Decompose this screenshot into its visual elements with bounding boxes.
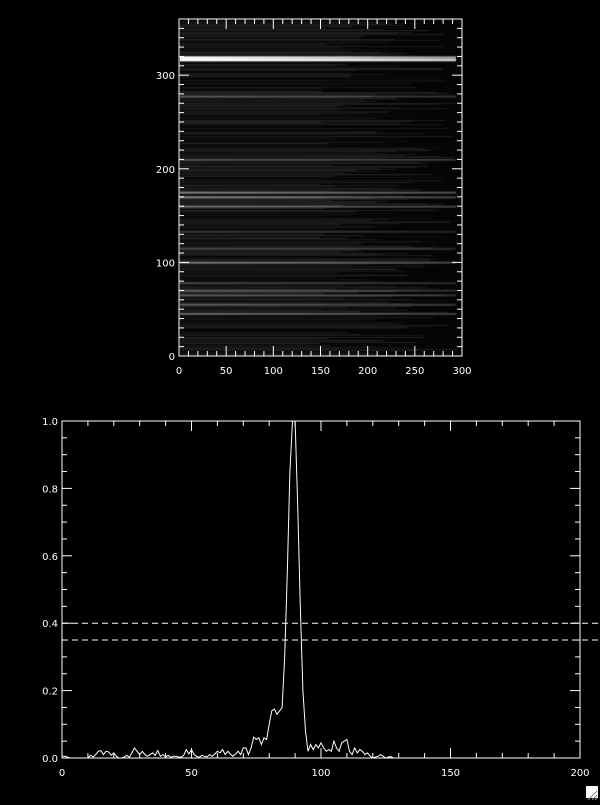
x-tick-label: 300 — [452, 366, 471, 377]
x-tick-label: 150 — [441, 768, 460, 779]
chart-0: 0 50 100 150 200 250 300 0 100 200 300 — [156, 18, 472, 377]
y-tick-label: 0.0 — [42, 754, 58, 765]
image-heatmap — [180, 20, 462, 356]
x-tick-label: 250 — [405, 366, 424, 377]
y-tick-label: 0.2 — [42, 687, 58, 698]
x-tick-label: 200 — [358, 366, 377, 377]
chart-1: 0 50 100 150 200 0.0 0.2 0.4 0.6 0.8 1.0 — [42, 417, 600, 779]
plot-frame — [61, 420, 581, 759]
x-tick-label: 200 — [570, 768, 589, 779]
x-tick-label: 50 — [185, 768, 198, 779]
y-tick-label: 300 — [156, 71, 175, 82]
y-tick-label: 0.4 — [42, 619, 58, 630]
x-tick-label: 100 — [264, 366, 283, 377]
series-line — [62, 420, 580, 759]
x-tick-label: 50 — [220, 366, 233, 377]
y-tick-label: 200 — [156, 165, 175, 176]
y-tick-label: 1.0 — [42, 417, 58, 428]
y-tick-label: 0.8 — [42, 484, 58, 495]
resize-grip-icon[interactable] — [586, 786, 598, 801]
y-tick-label: 0 — [169, 352, 175, 363]
x-tick-label: 0 — [176, 366, 182, 377]
x-tick-label: 0 — [59, 768, 65, 779]
y-tick-label: 0.6 — [42, 552, 58, 563]
y-tick-label: 100 — [156, 258, 175, 269]
x-tick-label: 150 — [311, 366, 330, 377]
x-tick-label: 100 — [311, 768, 330, 779]
plot-frame — [178, 18, 463, 357]
